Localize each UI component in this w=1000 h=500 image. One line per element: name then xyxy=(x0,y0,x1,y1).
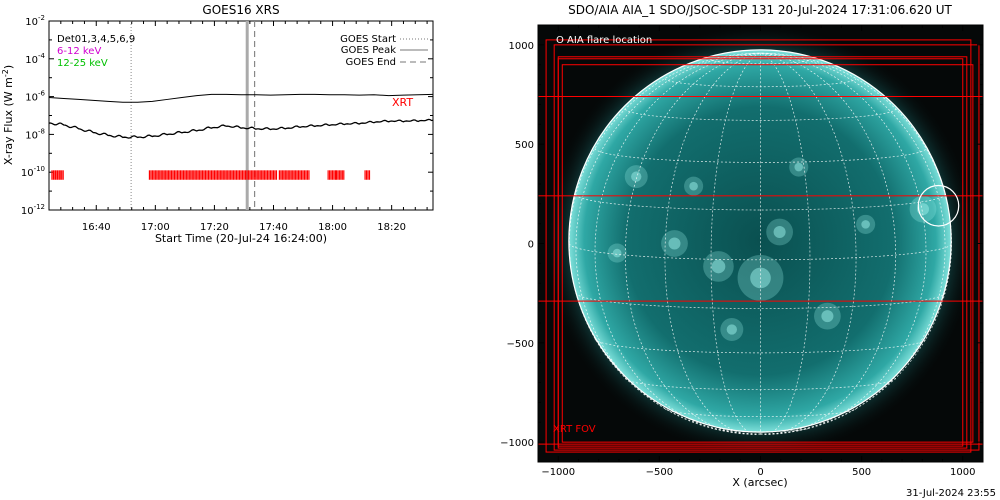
aia-x-tick-label: 1000 xyxy=(950,467,975,478)
latitude-line xyxy=(625,108,896,121)
flare-legend-text: O AIA flare location xyxy=(556,35,652,46)
aia-x-tick-label: −1000 xyxy=(541,467,575,478)
xrs-y-tick-sup: -10 xyxy=(34,165,45,173)
active-regions xyxy=(607,157,937,341)
aia-x-axis-label: X (arcsec) xyxy=(732,476,787,489)
xrt-fov-box xyxy=(538,96,983,445)
xrs-title: GOES16 XRS xyxy=(202,3,279,17)
aia-x-tick-label: 0 xyxy=(757,467,763,478)
longitude-line xyxy=(760,52,811,435)
active-region-core xyxy=(711,259,726,274)
xrs-y-tick-base: 10 xyxy=(21,168,34,179)
active-region-core xyxy=(631,171,642,182)
active-region-core xyxy=(794,162,804,172)
heliographic-grid xyxy=(569,52,952,435)
ylabel-main: X-ray Flux (W m xyxy=(2,77,15,165)
xrs-y-tick-label: 10-2 xyxy=(25,14,45,28)
active-region-core xyxy=(773,226,786,239)
xrs-y-tick-sup: -6 xyxy=(38,90,46,98)
aia-panel: SDO/AIA AIA_1 SDO/JSOC-SDP 131 20-Jul-20… xyxy=(500,3,984,489)
aia-x-tick-label: −500 xyxy=(646,467,673,478)
xrt-fov-boxes xyxy=(538,39,983,453)
legend-detectors: Det01,3,4,5,6,9 xyxy=(57,34,135,45)
observation-bars xyxy=(51,170,371,180)
xrs-y-tick-base: 10 xyxy=(25,17,38,28)
xrs-y-tick-sup: -2 xyxy=(38,14,45,22)
active-region-core xyxy=(668,237,681,250)
xrs-y-tick-sup: -8 xyxy=(38,127,45,135)
solar-disk xyxy=(568,49,952,433)
xrs-y-tick-sup: -12 xyxy=(34,203,45,211)
xrs-y-tick-label: 10-4 xyxy=(25,52,45,66)
active-region-core xyxy=(612,248,622,258)
xrs-y-tick-label: 10-10 xyxy=(21,165,45,179)
ylabel-close: ) xyxy=(2,65,15,69)
xrt-fov-box xyxy=(557,58,964,447)
ylabel-exponent: -2 xyxy=(1,69,10,77)
active-region-core xyxy=(916,203,929,216)
longitude-line xyxy=(760,52,857,435)
aia-y-tick-label: 0 xyxy=(528,240,534,251)
flare-location-marker xyxy=(917,184,960,227)
xrt-fov-label: XRT FOV xyxy=(553,424,596,435)
longitude-line xyxy=(664,52,761,435)
xrs-x-tick-label: 17:40 xyxy=(259,222,288,233)
xrs-x-tick-label: 17:20 xyxy=(200,222,229,233)
xrs-x-axis: 16:40 17:00 17:20 17:40 18:00 18:20 xyxy=(48,21,428,233)
aia-x-tick-label: 500 xyxy=(852,467,871,478)
longitude-line xyxy=(710,52,761,435)
xrs-y-tick-base: 10 xyxy=(21,206,34,217)
legend-12-25-kev: 12-25 keV xyxy=(57,58,108,69)
aia-x-axis: −1000 −500 0 500 1000 xyxy=(541,25,975,478)
aia-y-axis: −1000 −500 0 500 1000 xyxy=(500,41,983,449)
xrs-y-tick-label: 10-12 xyxy=(21,203,45,217)
xrs-y-tick-base: 10 xyxy=(25,130,38,141)
latitude-line xyxy=(710,427,811,433)
longitude-line xyxy=(575,52,761,435)
xrt-fov-box xyxy=(538,195,983,302)
active-region-core xyxy=(689,181,698,191)
solar-limb xyxy=(568,49,952,433)
xrs-y-tick-label: 10-8 xyxy=(25,127,45,141)
latitude-line xyxy=(569,243,952,261)
active-region-core xyxy=(861,220,870,229)
xrs-x-tick-label: 16:40 xyxy=(82,222,111,233)
aia-title: SDO/AIA AIA_1 SDO/JSOC-SDP 131 20-Jul-20… xyxy=(568,3,952,17)
xrt-fov-box xyxy=(545,39,972,453)
aia-y-tick-label: −500 xyxy=(507,339,534,350)
xrs-x-tick-label: 17:00 xyxy=(141,222,170,233)
xrs-x-axis-label: Start Time (20-Jul-24 16:24:00) xyxy=(155,232,327,245)
xrt-annotation: XRT xyxy=(392,96,413,109)
aia-y-tick-label: 500 xyxy=(515,140,534,151)
longitude-line xyxy=(760,52,952,435)
xrs-y-tick-base: 10 xyxy=(25,93,38,104)
legend-goes-end: GOES End xyxy=(346,57,396,68)
latitude-line xyxy=(664,408,857,417)
xrs-y-tick-label: 10-6 xyxy=(25,90,45,104)
creation-timestamp: 31-Jul-2024 23:55 xyxy=(906,488,996,499)
legend-goes-peak: GOES Peak xyxy=(341,45,396,56)
flare-time-lines xyxy=(130,21,256,210)
xrt-fov-box xyxy=(553,44,980,451)
xrs-x-tick-label: 18:20 xyxy=(377,222,406,233)
xrs-y-tick-base: 10 xyxy=(25,55,38,66)
xrt-fov-box xyxy=(561,64,974,443)
xrs-y-axis-label: X-ray Flux (W m-2) xyxy=(1,65,15,165)
xrs-series-group xyxy=(49,93,433,139)
active-region-core xyxy=(821,310,834,323)
legend-6-12-kev: 6-12 keV xyxy=(57,46,101,57)
xrs-y-tick-sup: -4 xyxy=(38,52,46,60)
xrs-x-tick-label: 18:00 xyxy=(318,222,347,233)
xrs-series-0 xyxy=(49,93,433,103)
active-region-core xyxy=(726,324,737,335)
aia-y-tick-label: −1000 xyxy=(500,438,534,449)
aia-y-tick-label: 1000 xyxy=(509,41,534,52)
legend-goes-start: GOES Start xyxy=(340,34,396,45)
xrs-series-1 xyxy=(49,118,433,139)
